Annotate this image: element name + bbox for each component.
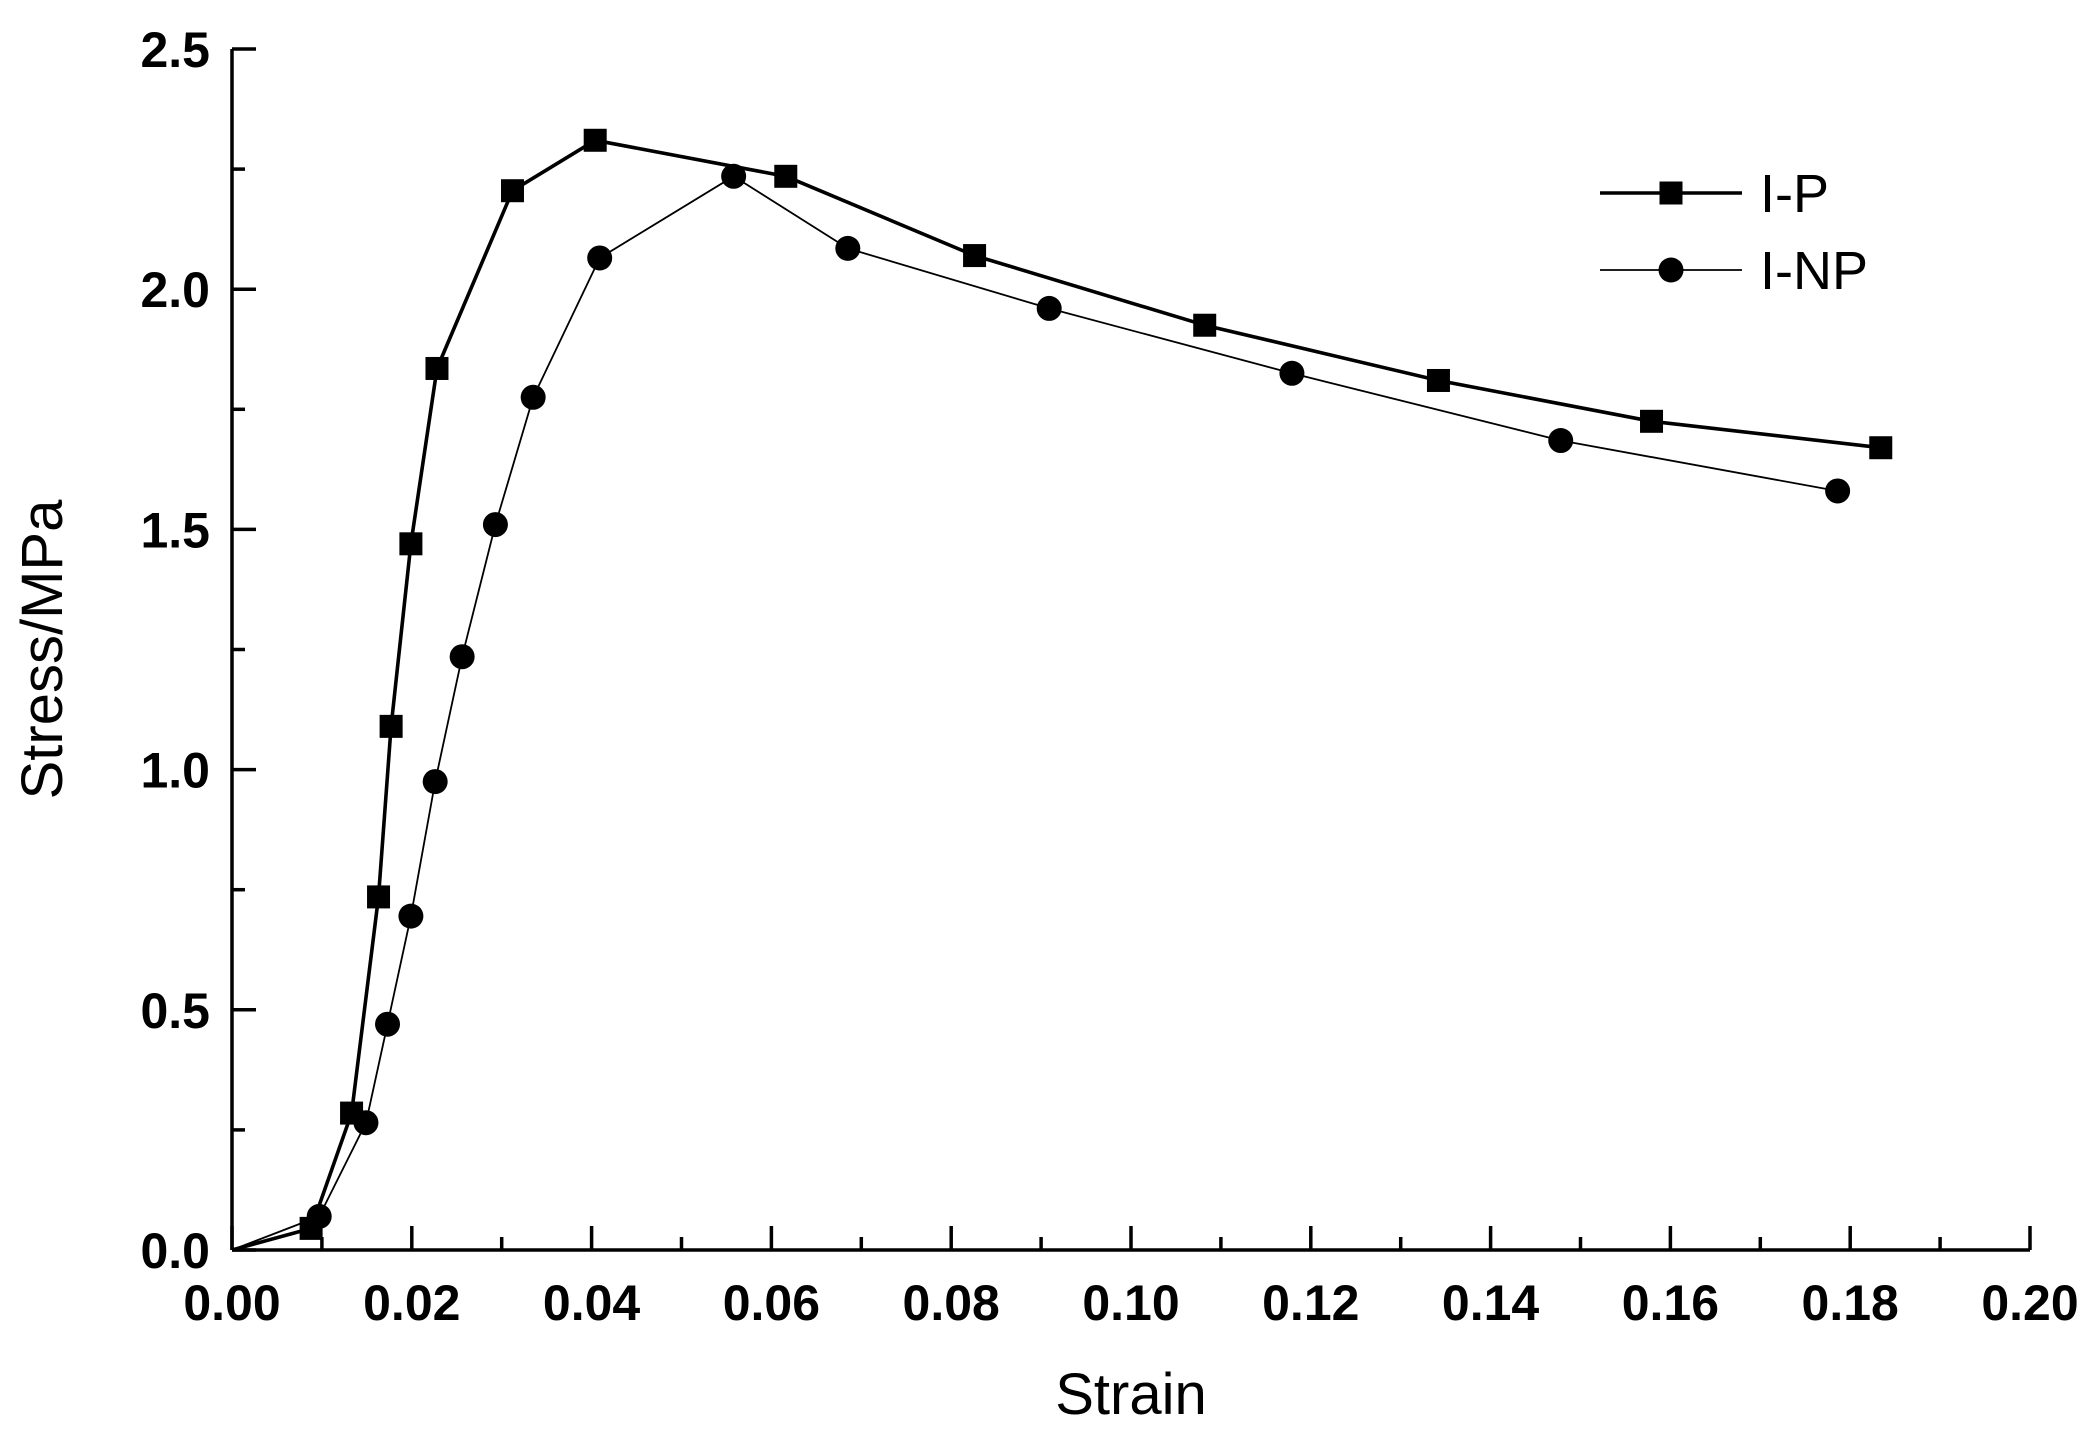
data-point-i-p xyxy=(1426,368,1450,392)
x-tick-label: 0.10 xyxy=(1082,1275,1179,1331)
y-tick-label: 0.0 xyxy=(140,1223,210,1279)
data-point-i-np xyxy=(1548,428,1574,454)
y-tick-label: 1.5 xyxy=(140,502,210,558)
x-tick-label: 0.16 xyxy=(1622,1275,1719,1331)
x-axis-title: Strain xyxy=(1055,1362,1207,1427)
x-tick-label: 0.20 xyxy=(1981,1275,2078,1331)
y-tick-label: 2.5 xyxy=(140,22,210,78)
data-point-i-np xyxy=(422,769,448,795)
data-point-i-np xyxy=(449,644,475,670)
data-point-i-p xyxy=(367,885,391,909)
series-layer xyxy=(231,128,1893,1252)
data-point-i-np xyxy=(482,512,508,538)
data-point-i-p xyxy=(1193,313,1217,337)
data-point-i-np xyxy=(398,903,424,929)
data-point-i-p xyxy=(774,164,798,188)
x-tick-label: 0.14 xyxy=(1442,1275,1540,1331)
x-tick-label: 0.02 xyxy=(363,1275,460,1331)
data-point-i-p xyxy=(399,532,423,556)
series-line-i-np xyxy=(231,175,1838,1251)
data-point-i-p xyxy=(583,128,607,152)
legend: I-P I-NP xyxy=(1600,164,1868,301)
x-tick-label: 0.08 xyxy=(903,1275,1000,1331)
x-tick-label: 0.18 xyxy=(1802,1275,1899,1331)
y-tick-label: 0.5 xyxy=(140,983,210,1039)
data-point-i-p xyxy=(500,179,524,203)
legend-label: I-P xyxy=(1760,164,1829,224)
legend-marker xyxy=(1658,257,1684,283)
data-point-i-np xyxy=(835,235,861,261)
data-point-i-np xyxy=(1279,360,1305,386)
y-axis-title: Stress/MPa xyxy=(10,499,75,799)
x-tick-label: 0.00 xyxy=(183,1275,280,1331)
y-tick-label: 2.0 xyxy=(140,262,210,318)
legend-marker xyxy=(1659,181,1683,205)
x-tick-label: 0.04 xyxy=(543,1275,641,1331)
data-point-i-np xyxy=(1036,295,1062,321)
data-point-i-np xyxy=(721,163,747,189)
axes: 0.00 0.02 0.04 0.06 0.08 0.10 0.12 0.14 0.16 0.18… xyxy=(140,22,2078,1331)
data-point-i-p xyxy=(963,244,987,268)
legend-label: I-NP xyxy=(1760,241,1868,301)
legend-item-i-np: I-NP xyxy=(1600,241,1868,301)
legend-item-i-p: I-P xyxy=(1600,164,1829,224)
data-point-i-np xyxy=(353,1110,379,1136)
data-point-i-np xyxy=(520,384,546,410)
y-tick-label: 1.0 xyxy=(140,743,210,799)
x-tick-label: 0.06 xyxy=(723,1275,820,1331)
data-point-i-p xyxy=(1869,436,1893,460)
series-i-p xyxy=(231,128,1893,1252)
data-point-i-np xyxy=(1825,478,1851,504)
data-point-i-p xyxy=(1640,409,1664,433)
data-point-i-p xyxy=(379,714,403,738)
series-i-np xyxy=(231,163,1851,1251)
data-point-i-np xyxy=(375,1011,401,1037)
data-point-i-np xyxy=(587,245,613,271)
data-point-i-p xyxy=(425,356,449,380)
data-point-i-np xyxy=(306,1203,332,1229)
x-tick-label: 0.12 xyxy=(1262,1275,1359,1331)
